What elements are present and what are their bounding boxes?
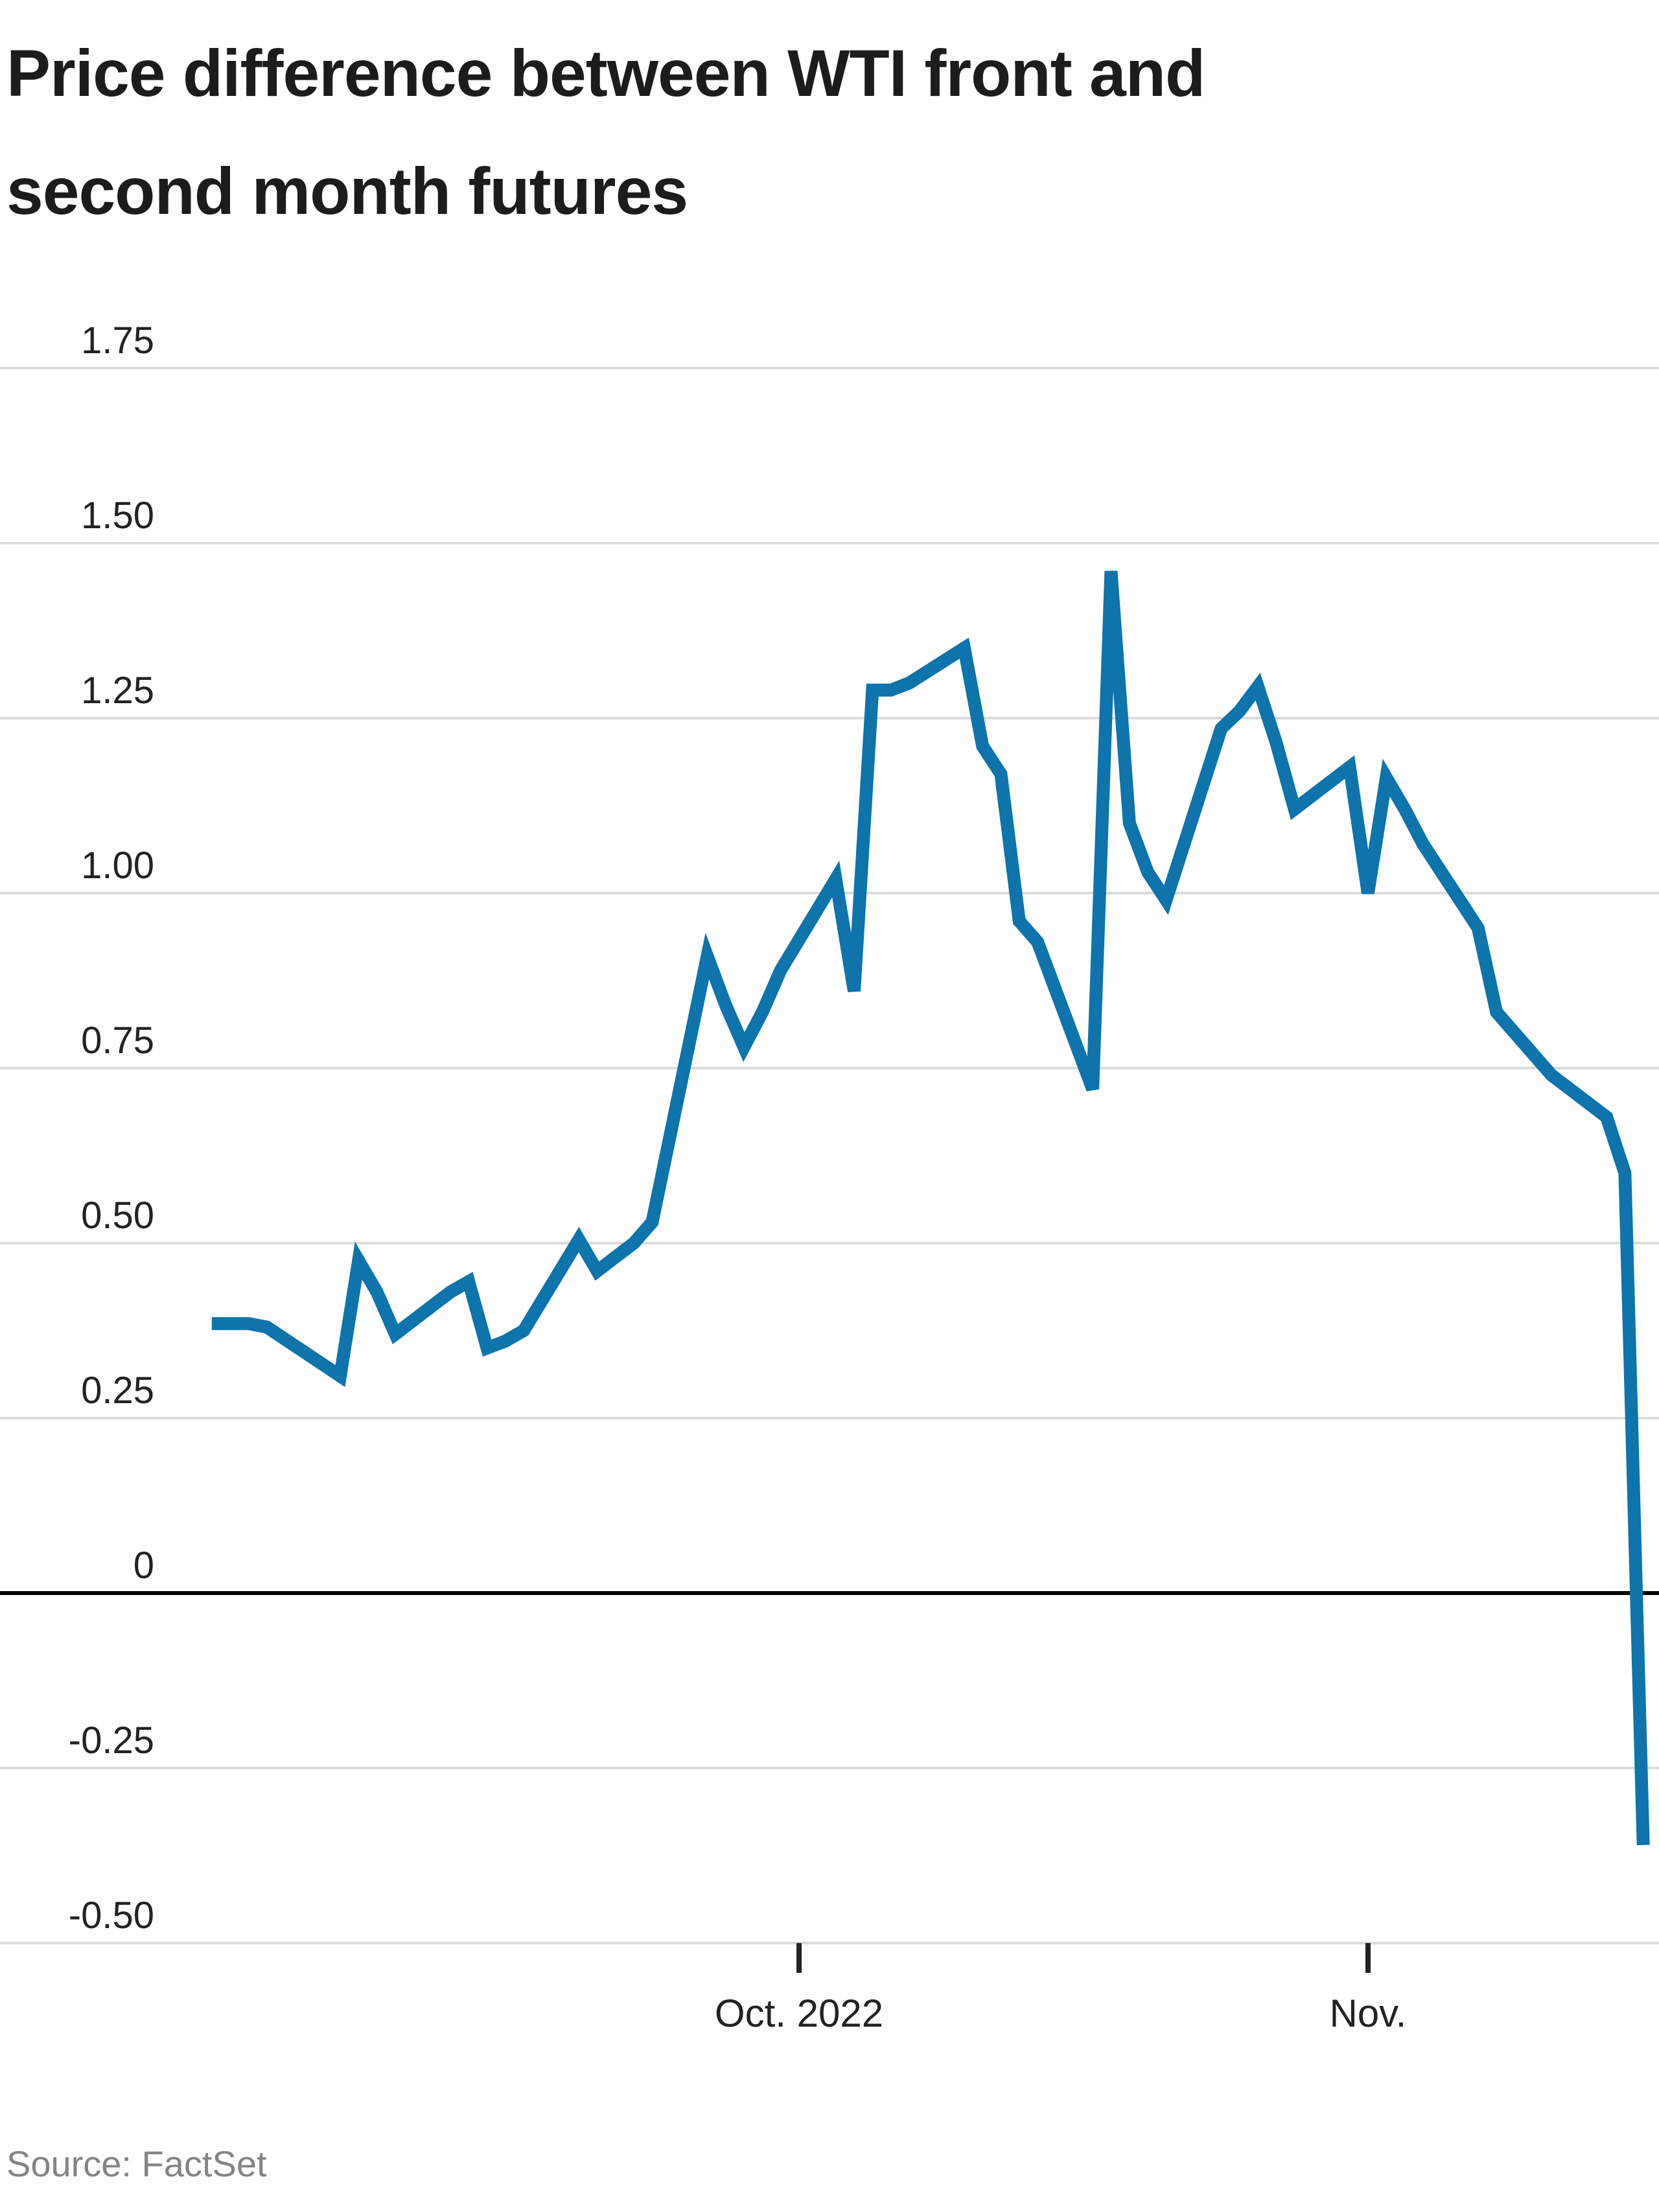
x-axis-tick: [1365, 1943, 1371, 1973]
y-axis-label: -0.50: [68, 1894, 154, 1937]
y-axis-label: -0.25: [68, 1719, 154, 1762]
zero-line: [0, 1591, 1659, 1595]
y-axis-label: 1.75: [81, 320, 154, 362]
x-axis-label: Nov.: [1329, 1992, 1407, 2035]
y-axis-label: 0: [133, 1544, 154, 1587]
price-line: [211, 570, 1650, 1846]
y-axis-label: 1.25: [81, 669, 154, 712]
chart-title: Price difference between WTI front and s…: [6, 14, 1562, 250]
y-gridline: [0, 1942, 1659, 1944]
y-gridline: [0, 1067, 1659, 1069]
y-axis-label: 0.50: [81, 1194, 154, 1237]
chart-title-line1: Price difference between WTI front and: [6, 36, 1205, 110]
chart-title-line2: second month futures: [6, 154, 688, 228]
y-gridline: [0, 1767, 1659, 1769]
y-axis-label: 0.75: [81, 1019, 154, 1062]
source-label: Source: FactSet: [6, 2143, 267, 2184]
y-gridline: [0, 542, 1659, 544]
y-gridline: [0, 1417, 1659, 1419]
y-axis-label: 1.00: [81, 844, 154, 887]
y-axis-label: 1.50: [81, 495, 154, 537]
y-gridline: [0, 367, 1659, 369]
y-axis-label: 0.25: [81, 1369, 154, 1412]
x-axis-label: Oct. 2022: [714, 1992, 884, 2035]
x-axis-tick: [796, 1943, 802, 1973]
y-gridline: [0, 717, 1659, 719]
y-gridline: [0, 1242, 1659, 1244]
